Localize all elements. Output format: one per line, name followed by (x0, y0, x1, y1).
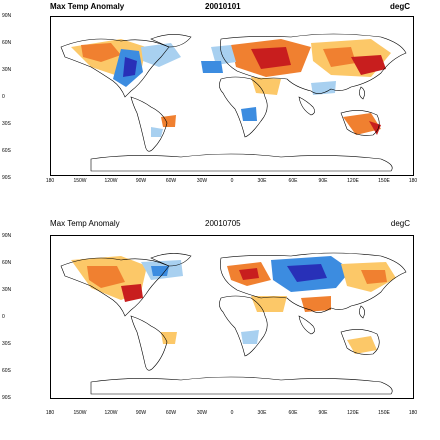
anomaly-map-20010705 (50, 235, 414, 399)
lon-label: 60W (165, 178, 177, 184)
lat-label: 30N (2, 67, 12, 73)
lon-label: 30E (257, 410, 267, 416)
panel-title-date: 20010101 (205, 2, 241, 11)
coastlines (60, 252, 407, 395)
map-panel-20010101: Max Temp Anomaly 20010101 degC (2, 2, 418, 184)
lat-label: 30S (2, 341, 11, 347)
lat-label: 30S (2, 121, 11, 127)
lon-label: 0 (230, 410, 234, 416)
panel-title-units: degC (390, 2, 410, 11)
lon-label: 180 (45, 178, 55, 184)
lon-label: 60E (288, 410, 298, 416)
panel-title-date: 20010705 (205, 219, 241, 228)
lon-label: 180 (408, 410, 418, 416)
lon-label: 90W (135, 178, 147, 184)
lat-label: 90N (2, 13, 12, 19)
lon-label: 150W (73, 178, 87, 184)
panel-title-variable: Max Temp Anomaly (50, 219, 120, 228)
lat-label: 0 (2, 314, 5, 320)
lat-label: 60S (2, 148, 11, 154)
lat-label: 90N (2, 233, 12, 239)
map-canvas (60, 252, 407, 395)
map-panel-20010705: Max Temp Anomaly 20010705 degC (0, 216, 440, 440)
anomaly-map-20010101 (50, 16, 414, 176)
lon-label: 120E (347, 178, 359, 184)
lon-label: 180 (45, 410, 55, 416)
anomaly-field (71, 256, 396, 354)
lon-label: 90E (318, 178, 328, 184)
map-canvas (60, 33, 407, 172)
lon-label: 30W (196, 410, 208, 416)
lon-label: 90E (318, 410, 328, 416)
lat-label: 90S (2, 395, 11, 401)
lon-label: 30E (257, 178, 267, 184)
coastlines (60, 33, 407, 172)
lon-label: 120E (347, 410, 359, 416)
lat-label: 60S (2, 368, 11, 374)
lon-label: 150W (73, 410, 87, 416)
lon-label: 60W (165, 410, 177, 416)
lat-label: 60N (2, 260, 12, 266)
lon-label: 180 (408, 178, 418, 184)
lon-label: 120W (104, 410, 118, 416)
lon-label: 30W (196, 178, 208, 184)
panel-title-variable: Max Temp Anomaly (50, 2, 125, 11)
lon-label: 150E (378, 178, 390, 184)
lat-label: 90S (2, 175, 11, 181)
lat-label: 30N (2, 287, 12, 293)
lon-label: 120W (104, 178, 118, 184)
lon-label: 150E (378, 410, 390, 416)
lon-label: 60E (288, 178, 298, 184)
anomaly-field (71, 39, 391, 137)
panel-title-units: degC (390, 219, 410, 228)
lon-label: 0 (230, 178, 234, 184)
lat-label: 60N (2, 40, 12, 46)
lat-label: 0 (2, 94, 5, 100)
lon-label: 90W (135, 410, 147, 416)
